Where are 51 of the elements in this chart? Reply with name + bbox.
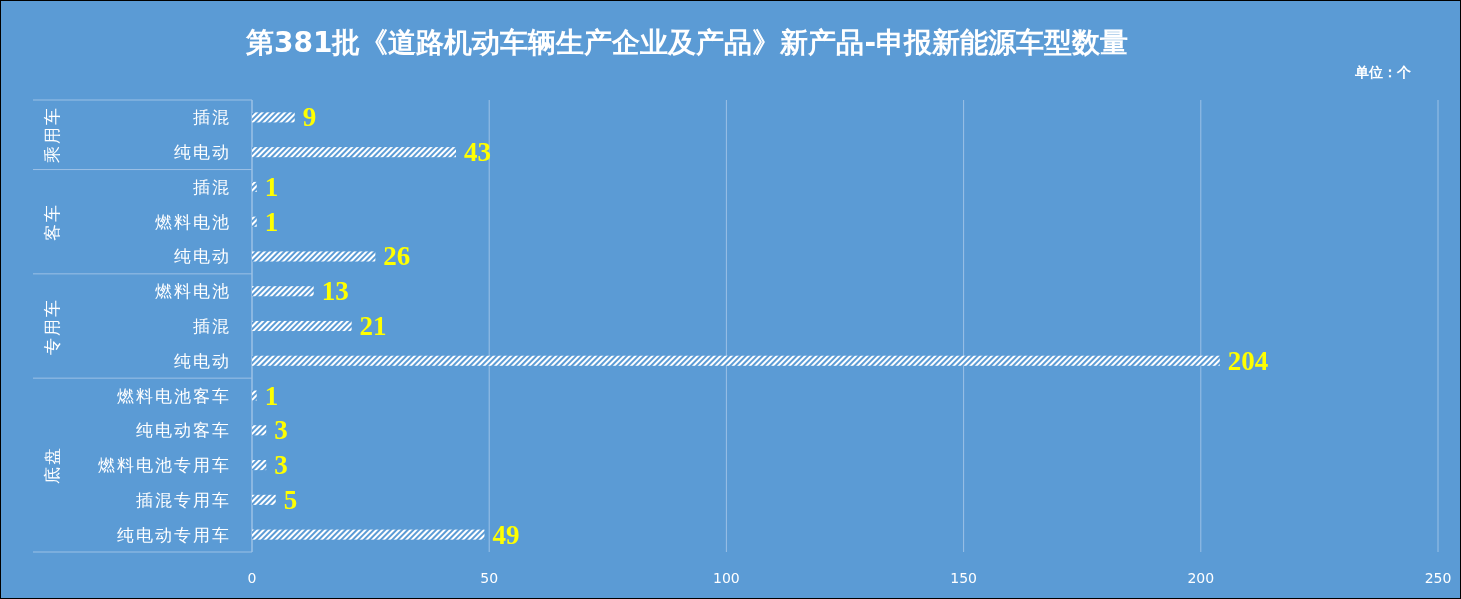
y-tick-label: 燃料电池客车 — [117, 385, 231, 406]
data-label: 1 — [264, 171, 279, 202]
bar — [252, 460, 267, 471]
x-tick-label: 150 — [950, 570, 977, 586]
data-label: 1 — [264, 206, 279, 237]
bar — [252, 286, 314, 297]
y-tick-label: 插混 — [193, 316, 231, 336]
y-tick-label: 燃料电池 — [155, 211, 231, 232]
bar — [252, 320, 352, 332]
y2-tick-label: 客车 — [42, 202, 62, 241]
y-tick-label: 纯电动 — [174, 142, 231, 163]
bar — [252, 425, 267, 436]
bar — [252, 216, 257, 227]
x-tick-label: 200 — [1187, 570, 1215, 586]
data-label: 3 — [274, 415, 288, 446]
y-tick-label: 插混 — [193, 107, 231, 128]
text: 单位：个 — [1354, 64, 1412, 80]
data-label: 5 — [283, 484, 298, 515]
data-label: 26 — [383, 241, 411, 272]
bar — [252, 147, 456, 158]
bar — [252, 529, 485, 540]
y2-tick-label: 乘用车 — [42, 106, 62, 164]
data-label: 3 — [274, 450, 288, 481]
y2-tick-label: 专用车 — [42, 297, 62, 355]
x-tick-label: 100 — [713, 570, 740, 586]
data-label: 13 — [321, 276, 349, 307]
x-tick-label: 0 — [247, 570, 257, 586]
bar — [252, 494, 276, 505]
y-tick-label: 纯电动 — [174, 350, 231, 371]
bar — [252, 181, 257, 192]
chart-title: 第381批《道路机动车辆生产企业及产品》新产品-申报新能源车型数量 — [244, 26, 1129, 59]
y-tick-label: 燃料电池 — [155, 281, 231, 302]
y-tick-label: 插混 — [193, 176, 231, 197]
data-label: 49 — [492, 519, 520, 550]
y-tick-label: 燃料电池专用车 — [98, 455, 231, 476]
data-label: 43 — [463, 137, 491, 168]
data-label: 21 — [359, 311, 387, 341]
x-tick-label: 50 — [480, 570, 499, 586]
bar — [252, 355, 1220, 366]
y-tick-label: 纯电动专用车 — [117, 524, 231, 545]
data-label: 204 — [1227, 345, 1269, 376]
bar — [252, 112, 295, 123]
data-label: 9 — [302, 102, 317, 133]
y-tick-label: 插混专用车 — [136, 489, 231, 510]
bar — [252, 251, 376, 262]
x-tick-label: 250 — [1424, 570, 1452, 586]
y-tick-label: 纯电动 — [174, 246, 231, 267]
y2-tick-label: 底盘 — [42, 446, 62, 485]
data-label: 1 — [264, 380, 279, 411]
bar — [252, 390, 257, 401]
y-tick-label: 纯电动客车 — [136, 420, 231, 441]
